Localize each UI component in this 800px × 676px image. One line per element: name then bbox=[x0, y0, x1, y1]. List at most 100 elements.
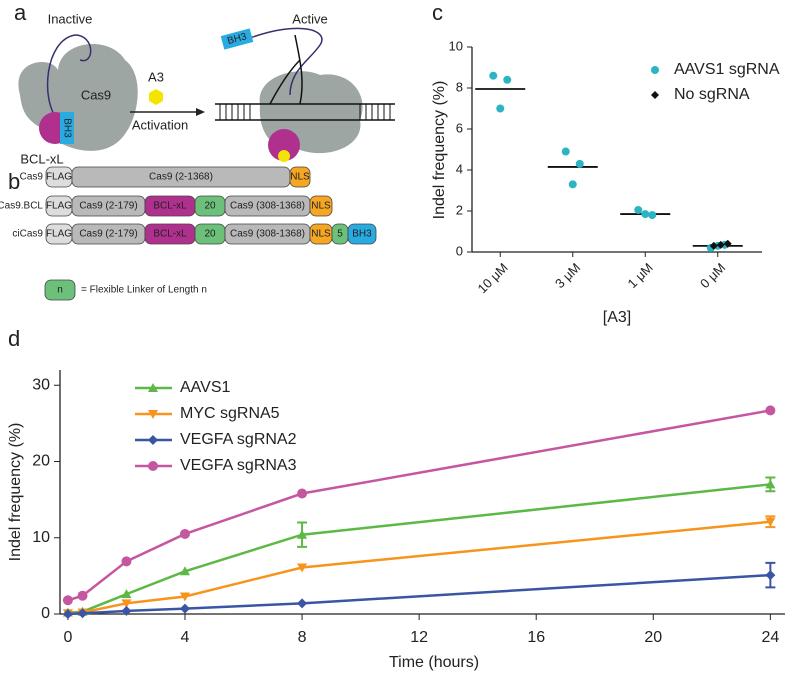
marker bbox=[179, 566, 190, 576]
marker bbox=[297, 529, 308, 539]
y-tick-label: 20 bbox=[32, 453, 50, 470]
marker bbox=[121, 605, 132, 616]
domain-label: Cas9 (2-179) bbox=[79, 229, 137, 240]
domain-label: FLAG bbox=[46, 172, 72, 183]
marker bbox=[641, 210, 650, 219]
legend-marker bbox=[651, 91, 659, 99]
x-tick-label: 0 μM bbox=[697, 260, 728, 291]
marker bbox=[568, 180, 577, 189]
label: Active bbox=[292, 11, 327, 26]
marker bbox=[121, 599, 132, 609]
domain-label: 20 bbox=[204, 229, 216, 240]
a3-molecule bbox=[278, 150, 290, 162]
marker bbox=[575, 159, 584, 168]
row-label: Cas9 bbox=[20, 172, 44, 183]
domain-label: BH3 bbox=[352, 229, 372, 240]
marker bbox=[723, 239, 732, 248]
y-axis-title: Indel frequency (%) bbox=[431, 81, 448, 220]
domain-label: BCL-xL bbox=[153, 229, 187, 240]
y-tick-label: 0 bbox=[41, 605, 50, 622]
domain-label: BCL-xL bbox=[153, 201, 187, 212]
legend-label: VEGFA sgRNA3 bbox=[180, 457, 297, 474]
y-tick-label: 30 bbox=[32, 376, 50, 393]
series-line bbox=[67, 520, 771, 615]
series-line bbox=[67, 483, 771, 614]
x-axis-title: Time (hours) bbox=[389, 654, 479, 671]
panel-c: 0 2 4 6 8 10 Indel frequency (%) [A3] 10 μM 3 μM 1… bbox=[431, 38, 780, 326]
dna-ticks bbox=[219, 104, 391, 120]
marker bbox=[489, 71, 498, 80]
marker bbox=[297, 488, 308, 499]
domain-label: FLAG bbox=[46, 229, 72, 240]
marker bbox=[716, 240, 725, 249]
label: Activation bbox=[132, 117, 188, 132]
legend-symbol: n bbox=[57, 285, 63, 296]
label: BH3 bbox=[61, 118, 72, 138]
x-tick-label: 10 μM bbox=[474, 260, 510, 296]
marker bbox=[648, 211, 657, 220]
bh3-domain bbox=[60, 112, 74, 144]
linker bbox=[249, 27, 323, 96]
marker bbox=[765, 570, 776, 581]
label: Cas9 bbox=[81, 87, 111, 102]
legend-marker bbox=[148, 383, 158, 392]
label: Inactive bbox=[48, 11, 93, 26]
marker bbox=[62, 609, 73, 619]
x-tick-label: 4 bbox=[181, 629, 190, 646]
y-tick-label: 2 bbox=[456, 202, 463, 217]
row-label: ciCas9 bbox=[12, 229, 43, 240]
domain-label: 5 bbox=[337, 229, 343, 240]
domain-label: Cas9 (2-179) bbox=[79, 201, 137, 212]
y-tick-label: 10 bbox=[32, 529, 50, 546]
domain bbox=[309, 195, 333, 217]
x-tick-label: 8 bbox=[298, 629, 307, 646]
domain-label: Cas9 (308-1368) bbox=[230, 229, 305, 240]
marker bbox=[765, 517, 776, 527]
marker bbox=[496, 104, 505, 113]
legend-label: AAVS1 bbox=[180, 379, 231, 396]
domain-label: FLAG bbox=[46, 201, 72, 212]
panel-d: 0 10 20 30 0 4 8 12 16 20 24 Time (hours) Indel freq… bbox=[7, 370, 785, 671]
y-tick-label: 0 bbox=[456, 243, 463, 258]
x-tick-label: 1 μM bbox=[625, 260, 656, 291]
marker bbox=[503, 75, 512, 84]
legend-marker bbox=[651, 66, 659, 74]
dna bbox=[215, 34, 395, 121]
legend-marker bbox=[148, 410, 158, 419]
x-axis-title: [A3] bbox=[603, 309, 631, 326]
panel-label: c bbox=[432, 0, 443, 25]
marker bbox=[765, 479, 776, 489]
marker bbox=[297, 598, 308, 609]
y-tick-label: 4 bbox=[456, 161, 463, 176]
domain-label: Cas9 (308-1368) bbox=[230, 201, 305, 212]
marker bbox=[179, 528, 190, 539]
panel-label: b bbox=[8, 169, 20, 194]
marker bbox=[765, 405, 776, 416]
marker bbox=[297, 563, 308, 573]
label: A3 bbox=[148, 69, 164, 84]
marker bbox=[561, 147, 570, 156]
y-axis-title: Indel frequency (%) bbox=[7, 423, 24, 562]
label: BH3 bbox=[226, 31, 248, 47]
legend-text: = Flexible Linker of Length n bbox=[81, 285, 207, 296]
domain bbox=[347, 223, 377, 245]
domain-label: NLS bbox=[311, 201, 331, 212]
x-tick-label: 0 bbox=[63, 629, 72, 646]
arrow-head bbox=[196, 108, 205, 116]
series-line bbox=[67, 409, 771, 602]
marker bbox=[62, 595, 73, 606]
bh3-domain bbox=[220, 28, 254, 50]
x-tick-label: 24 bbox=[761, 629, 779, 646]
x-tick-label: 16 bbox=[527, 629, 545, 646]
y-tick-label: 10 bbox=[449, 38, 463, 53]
label: BCL-xL bbox=[20, 151, 63, 166]
x-tick-label: 12 bbox=[410, 629, 428, 646]
x-tick-label: 20 bbox=[644, 629, 662, 646]
series-line bbox=[67, 573, 771, 616]
marker bbox=[179, 603, 190, 614]
domain bbox=[289, 166, 311, 188]
marker bbox=[709, 241, 718, 250]
linker bbox=[46, 34, 92, 121]
panel-a: Inactive Cas9 BH3 BCL-xL A3 Activation A… bbox=[18, 11, 395, 166]
domain-label: 20 bbox=[204, 201, 216, 212]
